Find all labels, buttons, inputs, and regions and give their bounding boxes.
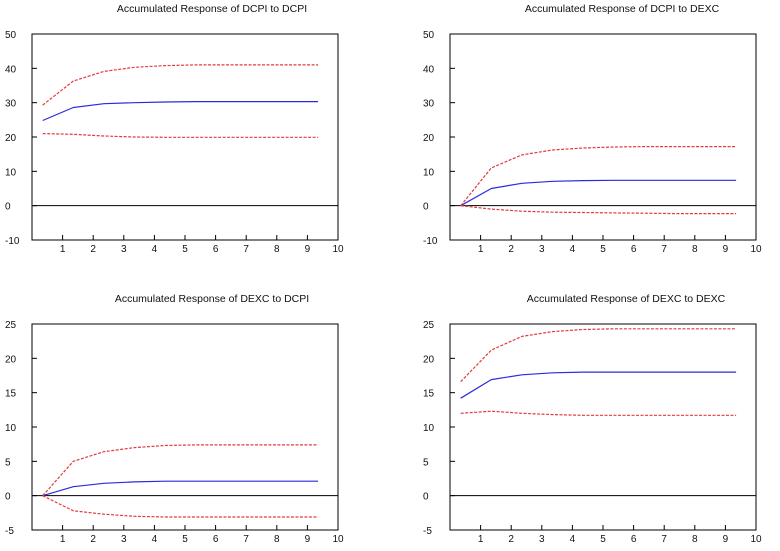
x-tick-label: 10 <box>332 244 344 255</box>
x-tick-label: 7 <box>661 244 667 255</box>
y-tick-label: -10 <box>5 236 20 247</box>
chart-panel-1: Accumulated Response of DCPI to DCPI -10 0… <box>5 3 344 255</box>
x-tick-label: 5 <box>182 244 188 255</box>
x-tick-label: 8 <box>692 534 698 545</box>
x-tick-label: 6 <box>213 244 219 255</box>
y-tick-label: 30 <box>423 99 435 110</box>
x-tick-label: 9 <box>723 244 729 255</box>
y-tick-label: 0 <box>423 492 429 503</box>
x-tick-label: 2 <box>508 244 514 255</box>
x-tick-label: 1 <box>478 244 484 255</box>
response-line <box>42 480 319 497</box>
x-tick-label: 8 <box>274 244 280 255</box>
x-tick-label: 1 <box>60 534 66 545</box>
y-tick-label: 0 <box>423 202 429 213</box>
x-tick-label: 3 <box>121 244 127 255</box>
x-tick-label: 7 <box>243 244 249 255</box>
lower-band-line <box>42 133 319 138</box>
x-tick-label: 1 <box>478 534 484 545</box>
x-tick-label: 6 <box>631 244 637 255</box>
y-tick-label: 0 <box>5 492 11 503</box>
x-tick-label: 9 <box>305 534 311 545</box>
plot-frame <box>449 33 757 241</box>
x-tick-label: 5 <box>600 244 606 255</box>
y-tick-label: 50 <box>423 30 435 41</box>
y-tick-label: 40 <box>423 64 435 75</box>
upper-band-line <box>460 328 737 383</box>
x-tick-label: 4 <box>570 534 576 545</box>
y-tick-label: 20 <box>423 354 435 365</box>
chart-title: Accumulated Response of DEXC to DEXC <box>527 293 726 305</box>
x-tick-label: 8 <box>274 534 280 545</box>
upper-band-line <box>42 444 319 497</box>
y-tick-label: 10 <box>423 423 435 434</box>
y-tick-label: 5 <box>423 457 429 468</box>
x-tick-label: 6 <box>631 534 637 545</box>
y-tick-label: -5 <box>5 526 14 537</box>
y-tick-label: 40 <box>5 64 17 75</box>
x-tick-label: 10 <box>332 534 344 545</box>
y-tick-label: 30 <box>5 99 17 110</box>
x-tick-label: 9 <box>305 244 311 255</box>
y-tick-label: 15 <box>5 389 17 400</box>
x-tick-label: 3 <box>539 534 545 545</box>
y-tick-label: 10 <box>5 167 17 178</box>
x-tick-label: 9 <box>723 534 729 545</box>
upper-band-line <box>460 146 737 207</box>
y-tick-label: -10 <box>423 236 438 247</box>
lower-band-line <box>460 410 737 416</box>
x-tick-label: 6 <box>213 534 219 545</box>
x-tick-label: 2 <box>90 534 96 545</box>
y-tick-label: 50 <box>5 30 17 41</box>
plot-frame <box>31 323 339 531</box>
x-tick-label: 2 <box>508 534 514 545</box>
y-tick-label: 20 <box>5 133 17 144</box>
x-tick-label: 4 <box>570 244 576 255</box>
x-tick-label: 4 <box>152 534 158 545</box>
x-tick-label: 7 <box>243 534 249 545</box>
x-tick-label: 3 <box>121 534 127 545</box>
x-tick-label: 10 <box>750 534 762 545</box>
x-tick-label: 8 <box>692 244 698 255</box>
chart-title: Accumulated Response of DEXC to DCPI <box>115 293 309 305</box>
response-line <box>42 100 319 122</box>
lower-band-line <box>460 205 737 215</box>
y-tick-label: -5 <box>423 526 432 537</box>
y-tick-label: 25 <box>423 320 435 331</box>
y-tick-label: 10 <box>423 167 435 178</box>
x-tick-label: 7 <box>661 534 667 545</box>
upper-band-line <box>42 64 319 106</box>
chart-panel-4: Accumulated Response of DEXC to DEXC -5 0 5… <box>423 293 762 545</box>
chart-title: Accumulated Response of DCPI to DCPI <box>117 3 307 15</box>
response-line <box>460 371 737 399</box>
x-tick-label: 3 <box>539 244 545 255</box>
y-tick-label: 5 <box>5 457 11 468</box>
plot-frame <box>449 323 757 531</box>
chart-title: Accumulated Response of DCPI to DEXC <box>525 3 720 15</box>
x-tick-label: 5 <box>600 534 606 545</box>
y-tick-label: 15 <box>423 389 435 400</box>
x-tick-label: 2 <box>90 244 96 255</box>
x-tick-label: 1 <box>60 244 66 255</box>
response-line <box>460 179 737 207</box>
x-tick-label: 5 <box>182 534 188 545</box>
y-tick-label: 10 <box>5 423 17 434</box>
x-tick-label: 10 <box>750 244 762 255</box>
chart-panel-2: Accumulated Response of DCPI to DEXC -10 0… <box>423 3 762 255</box>
chart-panel-3: Accumulated Response of DEXC to DCPI -5 0 5… <box>5 293 344 545</box>
lower-band-line <box>42 495 319 518</box>
y-tick-label: 25 <box>5 320 17 331</box>
y-tick-label: 20 <box>5 354 17 365</box>
x-tick-label: 4 <box>152 244 158 255</box>
y-tick-label: 0 <box>5 202 11 213</box>
y-tick-label: 20 <box>423 133 435 144</box>
